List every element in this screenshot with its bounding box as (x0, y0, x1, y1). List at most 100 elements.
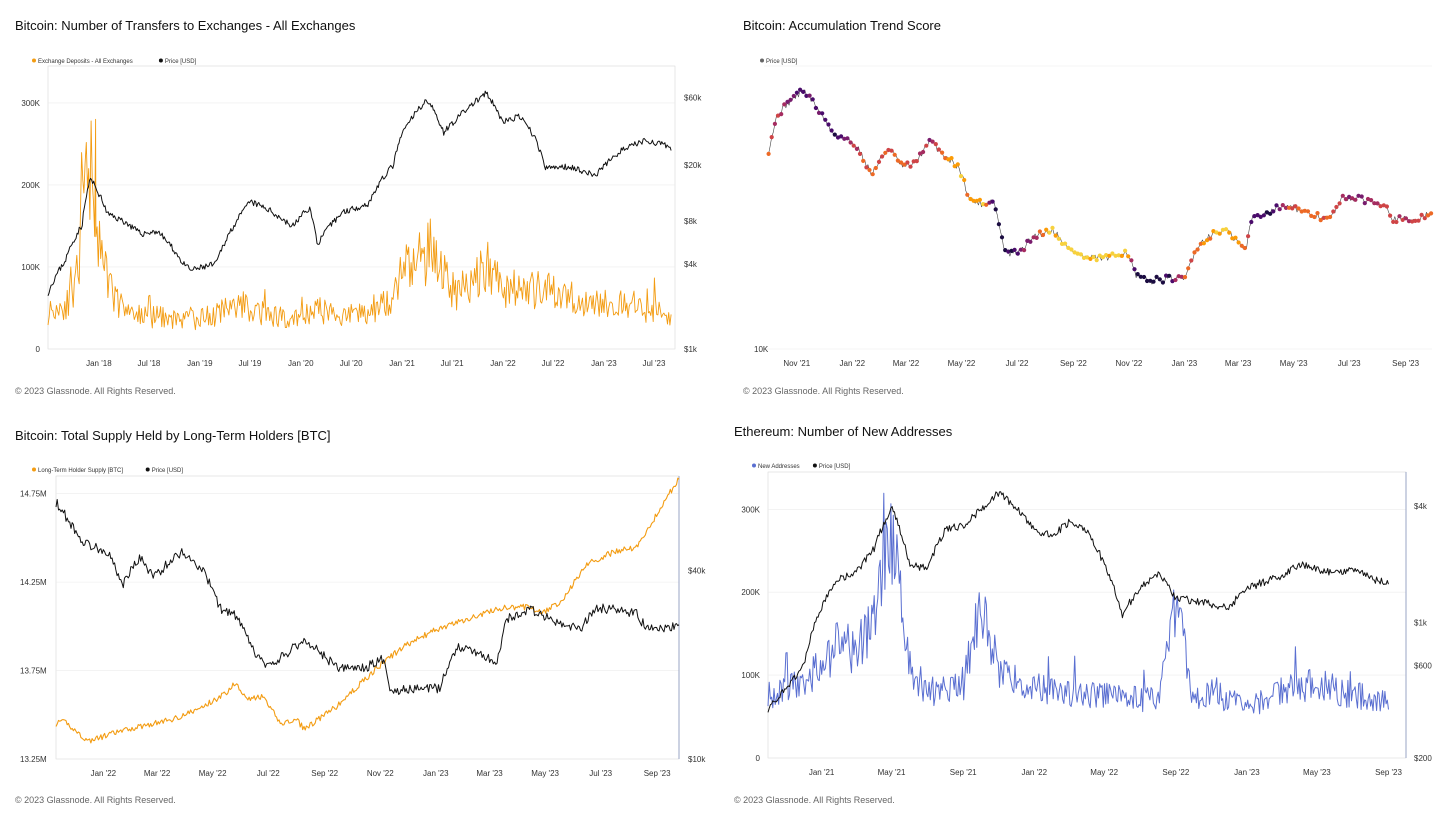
scatter-point (1293, 204, 1298, 209)
scatter-point (1113, 253, 1118, 258)
scatter-point (977, 197, 982, 202)
scatter-point (1034, 235, 1039, 240)
x-tick-label: Jul '18 (138, 359, 161, 368)
scatter-point (968, 196, 973, 202)
scatter-point (1315, 211, 1320, 216)
scatter-point (804, 93, 809, 98)
y-tick-label: 14.75M (20, 490, 47, 499)
scatter-point (1271, 209, 1276, 214)
scatter-point (839, 134, 844, 139)
y-tick-label: 100K (21, 263, 40, 272)
legend-label: Long-Term Holder Supply [BTC] (38, 468, 123, 474)
scatter-point (1406, 219, 1412, 224)
scatter-point (1104, 253, 1109, 258)
scatter-point (952, 164, 957, 169)
scatter-point (1287, 205, 1292, 210)
x-tick-label: May '21 (878, 768, 906, 777)
scatter-point (1252, 214, 1257, 219)
x-tick-label: Jul '20 (340, 359, 363, 368)
x-tick-label: Jan '19 (187, 359, 213, 368)
scatter-point (965, 192, 970, 197)
scatter-point (807, 93, 812, 98)
scatter-point (1328, 214, 1333, 220)
scatter-point (769, 135, 774, 140)
x-tick-label: Jan '21 (389, 359, 415, 368)
scatter-point (933, 142, 938, 147)
scatter-point (1116, 253, 1121, 258)
scatter-point (886, 147, 891, 153)
scatter-point (1416, 218, 1421, 223)
scatter-point (921, 149, 926, 155)
series-line-price (55, 499, 680, 695)
scatter-point (873, 165, 878, 171)
scatter-point (930, 139, 935, 144)
series-line-price (47, 90, 672, 296)
scatter-point (1375, 201, 1380, 206)
scatter-point (987, 200, 992, 205)
x-tick-label: May '23 (1280, 359, 1308, 368)
scatter-point (829, 128, 834, 133)
scatter-point (857, 151, 863, 156)
scatter-point (1050, 225, 1055, 230)
scatter-point (1255, 213, 1260, 218)
scatter-point (1091, 254, 1096, 260)
x-tick-label: Jan '23 (423, 769, 449, 778)
scatter-point (1242, 245, 1247, 251)
scatter-point (1356, 193, 1361, 198)
scatter-point (1167, 273, 1172, 278)
scatter-point (1119, 253, 1124, 258)
scatter-point (1429, 211, 1434, 216)
x-tick-label: May '22 (1090, 768, 1118, 777)
x-tick-label: Mar '22 (893, 359, 920, 368)
legend-marker (752, 463, 756, 468)
scatter-point (1372, 201, 1377, 206)
scatter-point (1274, 203, 1279, 208)
copyright-text: © 2023 Glassnode. All Rights Reserved. (743, 386, 904, 396)
scatter-point (1075, 251, 1080, 256)
scatter-point (1422, 216, 1427, 221)
x-tick-label: Jul '23 (589, 769, 612, 778)
scatter-point (1280, 203, 1285, 208)
x-tick-label: Mar '22 (144, 769, 171, 778)
y-tick-label: 100K (741, 671, 760, 680)
plot-frame (767, 471, 1407, 759)
scatter-point (1223, 227, 1229, 232)
scatter-point (908, 164, 913, 169)
scatter-point (1056, 236, 1061, 241)
y-right-tick-label: $40k (688, 566, 706, 575)
scatter-point (788, 97, 793, 102)
scatter-point (870, 172, 875, 177)
scatter-point (1145, 278, 1150, 284)
chart-exchange-transfers: Exchange Deposits - All Exchanges Price [… (21, 58, 702, 368)
y-right-tick-label: $200 (1414, 754, 1432, 763)
scatter-point (1299, 209, 1304, 214)
scatter-point (883, 150, 888, 155)
scatter-point (810, 97, 815, 102)
scatter-point (1413, 218, 1418, 223)
chart-title: Bitcoin: Number of Transfers to Exchange… (15, 18, 356, 33)
scatter-point (1157, 277, 1162, 282)
scatter-point (1239, 243, 1244, 248)
scatter-point (1318, 218, 1323, 223)
x-tick-label: May '23 (531, 769, 559, 778)
scatter-point (1353, 197, 1358, 202)
scatter-point (1400, 217, 1405, 222)
scatter-point (1015, 251, 1020, 256)
scatter-point (1182, 275, 1188, 280)
scatter-point (1078, 252, 1083, 257)
scatter-point (1040, 232, 1046, 238)
x-tick-label: Nov '21 (783, 359, 810, 368)
scatter-point (1081, 255, 1087, 260)
legend-marker (158, 58, 163, 63)
x-tick-label: Sep '23 (1392, 359, 1419, 368)
y-tick-label: 200K (21, 181, 40, 190)
scatter-point (791, 93, 796, 99)
x-tick-label: Jan '21 (809, 768, 835, 777)
chart-title: Bitcoin: Accumulation Trend Score (743, 18, 941, 33)
scatter-point (1148, 278, 1153, 283)
y-tick-label: 200K (741, 588, 760, 597)
chart-lth-supply: Long-Term Holder Supply [BTC] Price [USD]… (20, 467, 706, 778)
legend-marker (760, 58, 764, 63)
scatter-point (1097, 253, 1102, 258)
scatter-point (895, 158, 900, 163)
